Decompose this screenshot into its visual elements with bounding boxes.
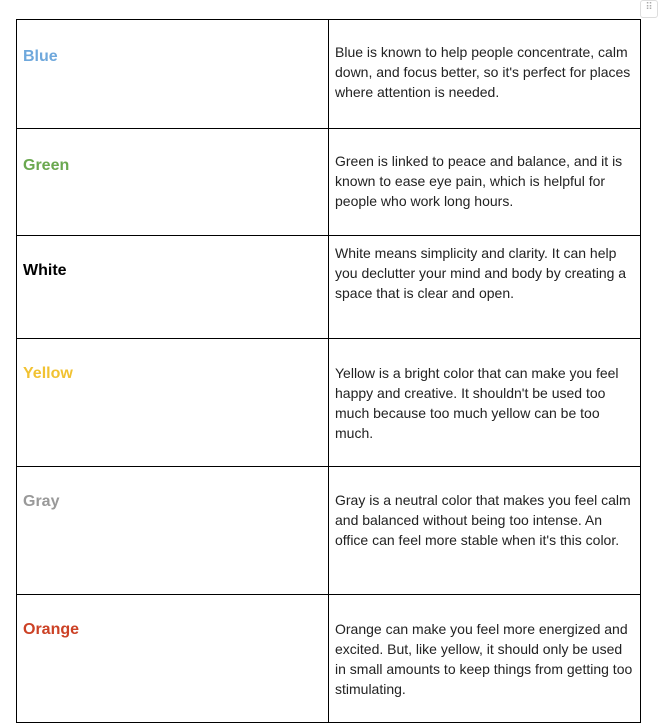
table-row: White White means simplicity and clarity.…: [16, 235, 641, 339]
color-name-cell: White: [16, 235, 329, 339]
table-row: Blue Blue is known to help people concent…: [16, 19, 641, 129]
color-description-cell: White means simplicity and clarity. It c…: [328, 235, 641, 339]
color-name-cell: Yellow: [16, 338, 329, 467]
table-row: Orange Orange can make you feel more ener…: [16, 594, 641, 723]
color-name-cell: Blue: [16, 19, 329, 129]
color-description-cell: Green is linked to peace and balance, an…: [328, 128, 641, 236]
color-description-cell: Yellow is a bright color that can make y…: [328, 338, 641, 467]
color-name-cell: Orange: [16, 594, 329, 723]
table-row: Gray Gray is a neutral color that makes y…: [16, 466, 641, 595]
color-name-cell: Gray: [16, 466, 329, 595]
drag-handle-icon[interactable]: ⠿: [640, 0, 658, 18]
color-description-cell: Orange can make you feel more energized …: [328, 594, 641, 723]
table-row: Yellow Yellow is a bright color that can …: [16, 338, 641, 467]
color-table: Blue Blue is known to help people concent…: [16, 19, 641, 723]
table-row: Green Green is linked to peace and balanc…: [16, 128, 641, 236]
color-description-cell: Blue is known to help people concentrate…: [328, 19, 641, 129]
color-name-cell: Green: [16, 128, 329, 236]
color-description-cell: Gray is a neutral color that makes you f…: [328, 466, 641, 595]
